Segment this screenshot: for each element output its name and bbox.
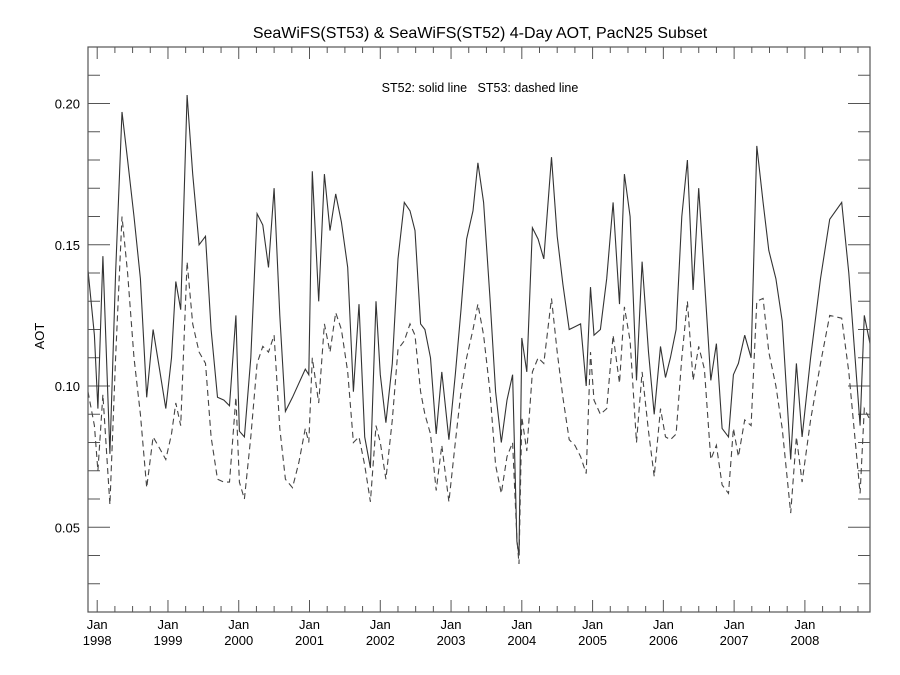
x-tick-label-year: 1998 [83,633,112,648]
x-tick-label-year: 2000 [224,633,253,648]
x-tick-label-year: 2001 [295,633,324,648]
x-tick-label-year: 2007 [720,633,749,648]
x-tick-label-month: Jan [370,617,391,632]
x-tick-label-year: 2003 [437,633,466,648]
series-legend-note: ST52: solid line ST53: dashed line [382,81,579,95]
y-tick-label: 0.10 [55,379,80,394]
series-line-st53 [87,216,871,565]
axis-ticks [88,47,870,612]
x-tick-label-year: 2002 [366,633,395,648]
x-tick-label-month: Jan [441,617,462,632]
series-lines [87,94,871,565]
x-tick-label-month: Jan [794,617,815,632]
y-tick-label: 0.20 [55,97,80,112]
x-tick-label-month: Jan [582,617,603,632]
chart-title: SeaWiFS(ST53) & SeaWiFS(ST52) 4-Day AOT,… [253,25,708,42]
x-tick-label-year: 1999 [154,633,183,648]
y-axis-label: AOT [32,323,47,350]
x-tick-label-month: Jan [228,617,249,632]
x-tick-label-month: Jan [299,617,320,632]
x-tick-label-month: Jan [87,617,108,632]
x-tick-label-year: 2004 [507,633,536,648]
x-tick-label-month: Jan [653,617,674,632]
y-tick-label: 0.05 [55,520,80,535]
x-tick-label-year: 2008 [790,633,819,648]
x-tick-label-month: Jan [157,617,178,632]
x-tick-label-month: Jan [511,617,532,632]
y-tick-label: 0.15 [55,238,80,253]
x-tick-label-year: 2006 [649,633,678,648]
plot-frame [87,46,871,613]
x-tick-label-month: Jan [724,617,745,632]
series-line-st52 [87,94,871,556]
axis-tick-labels: 0.050.100.150.20Jan1998Jan1999Jan2000Jan… [55,97,820,649]
x-tick-label-year: 2005 [578,633,607,648]
